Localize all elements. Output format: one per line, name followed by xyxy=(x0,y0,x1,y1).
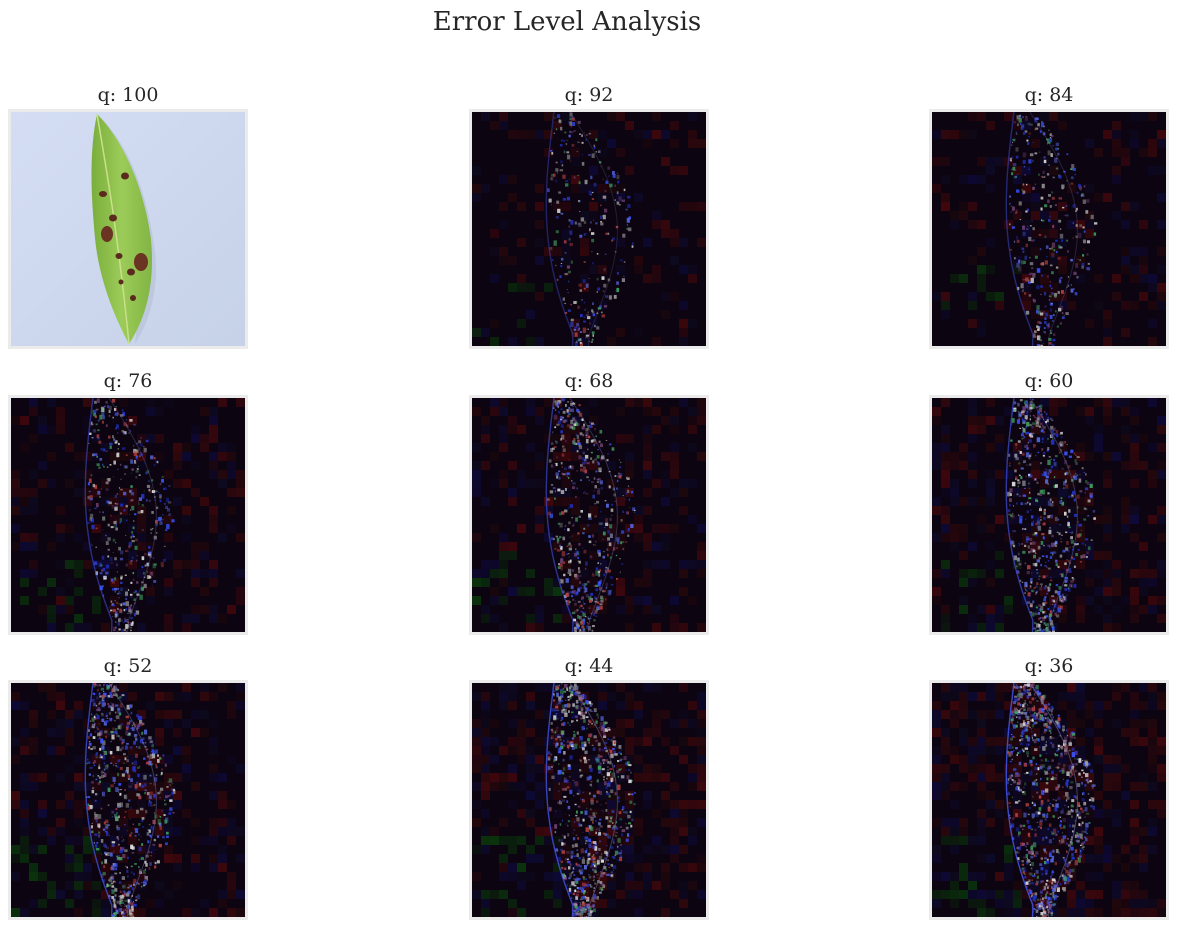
original-leaf-image xyxy=(8,109,248,349)
panel-q44: q: 44 xyxy=(469,655,709,920)
panel-title: q: 52 xyxy=(103,655,153,677)
panel-title: q: 60 xyxy=(1024,370,1074,392)
ela-map-icon xyxy=(932,112,1166,346)
panel-q76: q: 76 xyxy=(8,370,248,635)
ela-map-image xyxy=(469,680,709,920)
leaf-photo-icon xyxy=(11,112,245,346)
panel-q52: q: 52 xyxy=(8,655,248,920)
panel-q36: q: 36 xyxy=(929,655,1169,920)
panel-title: q: 84 xyxy=(1024,84,1074,106)
ela-map-icon xyxy=(472,112,706,346)
ela-map-image xyxy=(469,109,709,349)
panel-q68: q: 68 xyxy=(469,370,709,635)
panel-title: q: 44 xyxy=(564,655,614,677)
ela-map-icon xyxy=(932,398,1166,632)
ela-map-image xyxy=(929,395,1169,635)
panel-title: q: 76 xyxy=(103,370,153,392)
ela-map-image xyxy=(469,395,709,635)
panel-title: q: 92 xyxy=(564,84,614,106)
panel-title: q: 36 xyxy=(1024,655,1074,677)
panel-q92: q: 92 xyxy=(469,84,709,349)
panel-q60: q: 60 xyxy=(929,370,1169,635)
ela-map-icon xyxy=(932,683,1166,917)
ela-map-icon xyxy=(472,398,706,632)
ela-map-icon xyxy=(472,683,706,917)
ela-map-icon xyxy=(11,683,245,917)
ela-map-image xyxy=(8,395,248,635)
ela-map-image xyxy=(8,680,248,920)
panel-q100: q: 100 xyxy=(8,84,248,349)
ela-map-image xyxy=(929,109,1169,349)
ela-map-image xyxy=(929,680,1169,920)
panel-title: q: 100 xyxy=(97,84,159,106)
panel-q84: q: 84 xyxy=(929,84,1169,349)
panel-title: q: 68 xyxy=(564,370,614,392)
ela-map-icon xyxy=(11,398,245,632)
figure-title: Error Level Analysis xyxy=(432,7,702,37)
